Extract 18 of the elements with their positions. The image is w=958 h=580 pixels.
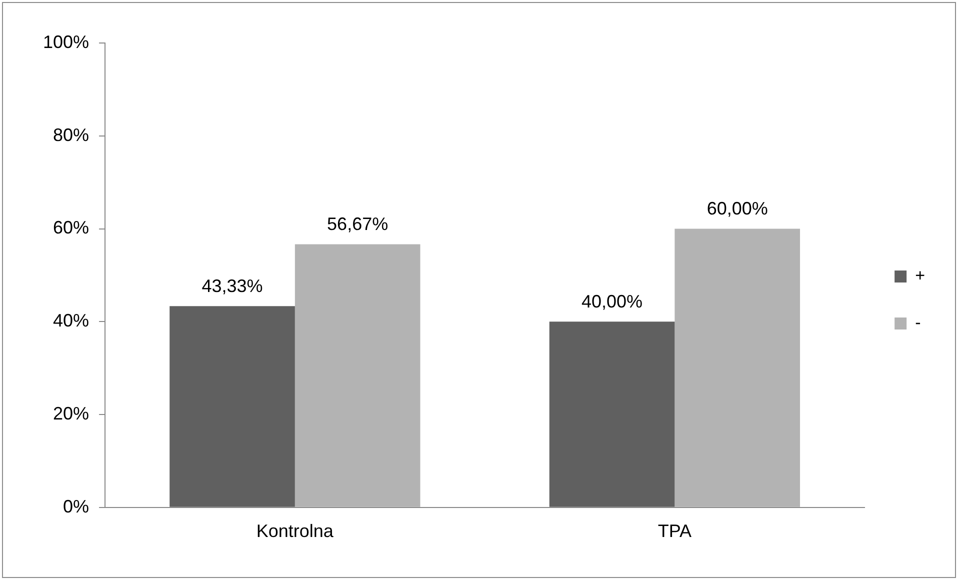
legend-label: +	[915, 266, 926, 286]
y-tick-label: 20%	[53, 403, 90, 424]
x-tick-label: TPA	[658, 521, 692, 542]
y-tick-label: 100%	[42, 32, 90, 52]
x-tick-label: Kontrolna	[256, 521, 334, 542]
data-label: 43,33%	[202, 276, 263, 296]
y-tick-label: 60%	[53, 218, 90, 238]
data-label: 56,67%	[327, 214, 388, 234]
data-label: 40,00%	[581, 292, 643, 312]
bar	[170, 306, 295, 507]
bar	[294, 244, 420, 507]
y-tick-label: 80%	[53, 124, 90, 145]
bar	[549, 322, 675, 507]
bar	[674, 228, 800, 507]
legend-label: -	[915, 313, 921, 332]
y-tick-label: 40%	[53, 310, 90, 331]
data-label: 60,00%	[706, 198, 768, 219]
y-tick-label: 0%	[63, 496, 90, 516]
